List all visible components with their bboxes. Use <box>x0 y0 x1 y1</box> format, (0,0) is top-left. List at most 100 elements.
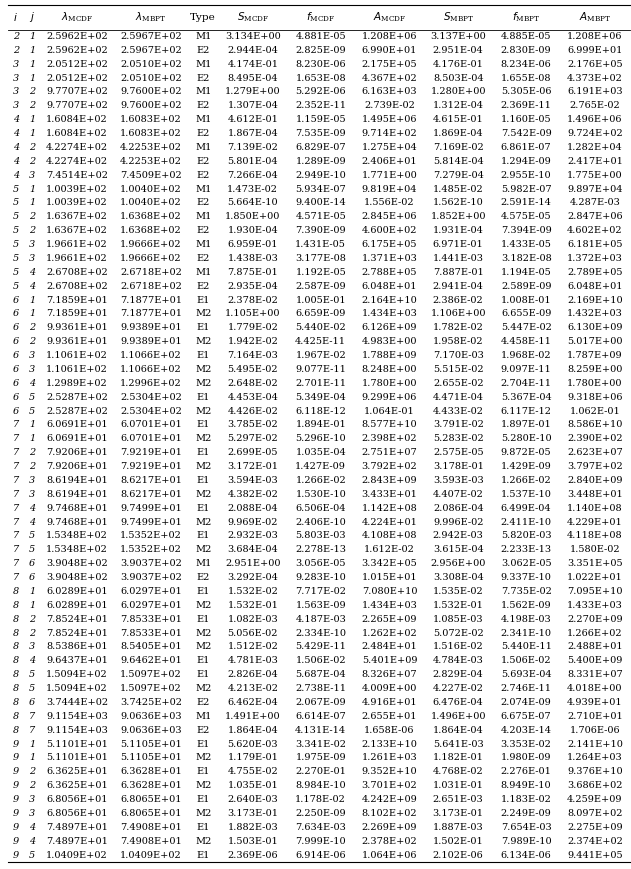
Text: 6.8065E+01: 6.8065E+01 <box>120 795 182 804</box>
Text: 2.5287E+02: 2.5287E+02 <box>46 407 108 415</box>
Text: 2.374E+02: 2.374E+02 <box>567 837 623 846</box>
Text: 8.586E+10: 8.586E+10 <box>567 421 623 429</box>
Text: 2.406E-10: 2.406E-10 <box>295 518 346 527</box>
Text: 2.088E-04: 2.088E-04 <box>227 504 278 513</box>
Text: 4.426E-02: 4.426E-02 <box>227 407 278 415</box>
Text: 1: 1 <box>29 740 35 748</box>
Text: 2.270E+09: 2.270E+09 <box>567 614 623 624</box>
Text: 1.289E-09: 1.289E-09 <box>295 157 346 166</box>
Text: 1.9666E+02: 1.9666E+02 <box>120 254 182 263</box>
Text: 3: 3 <box>29 170 35 180</box>
Text: 4: 4 <box>13 157 19 166</box>
Text: 1.264E+03: 1.264E+03 <box>567 753 623 762</box>
Text: 7.080E+10: 7.080E+10 <box>362 587 417 596</box>
Text: 6.3625E+01: 6.3625E+01 <box>46 767 108 776</box>
Text: 3: 3 <box>29 240 35 249</box>
Text: 1.706E-06: 1.706E-06 <box>570 726 620 734</box>
Text: M1: M1 <box>195 88 211 96</box>
Text: 4.916E+01: 4.916E+01 <box>362 698 417 707</box>
Text: 1.0039E+02: 1.0039E+02 <box>46 198 108 208</box>
Text: 6.8056E+01: 6.8056E+01 <box>47 809 108 818</box>
Text: 4.287E-03: 4.287E-03 <box>570 198 620 208</box>
Text: 2.699E-05: 2.699E-05 <box>228 448 278 457</box>
Text: M1: M1 <box>195 60 211 69</box>
Text: 8.230E-06: 8.230E-06 <box>295 60 346 69</box>
Text: 7.4908E+01: 7.4908E+01 <box>120 837 182 846</box>
Text: M1: M1 <box>195 712 211 721</box>
Text: 1.1061E+02: 1.1061E+02 <box>46 351 108 360</box>
Text: 1.787E+09: 1.787E+09 <box>567 351 623 360</box>
Text: 6.0289E+01: 6.0289E+01 <box>46 600 108 610</box>
Text: 9.097E-11: 9.097E-11 <box>501 365 551 374</box>
Text: 1.5094E+02: 1.5094E+02 <box>46 684 108 693</box>
Text: 2.164E+10: 2.164E+10 <box>362 295 417 305</box>
Text: E2: E2 <box>196 102 210 110</box>
Text: 2: 2 <box>29 781 35 790</box>
Text: 6.462E-04: 6.462E-04 <box>227 698 278 707</box>
Text: $\lambda_{\mathregular{MCDF}}$: $\lambda_{\mathregular{MCDF}}$ <box>61 10 93 24</box>
Text: 2.386E-02: 2.386E-02 <box>433 295 483 305</box>
Text: 8.984E-10: 8.984E-10 <box>295 781 346 790</box>
Text: 6.3628E+01: 6.3628E+01 <box>120 767 182 776</box>
Text: 7.887E-01: 7.887E-01 <box>433 268 483 277</box>
Text: 1.6083E+02: 1.6083E+02 <box>120 129 182 138</box>
Text: 5: 5 <box>13 212 19 222</box>
Text: 6.130E+09: 6.130E+09 <box>567 323 623 332</box>
Text: 4: 4 <box>29 656 35 666</box>
Text: 1.655E-08: 1.655E-08 <box>501 74 551 83</box>
Text: 1.434E+03: 1.434E+03 <box>362 309 417 318</box>
Text: $S_{\mathregular{MBPT}}$: $S_{\mathregular{MBPT}}$ <box>443 10 474 24</box>
Text: 6.959E-01: 6.959E-01 <box>228 240 278 249</box>
Text: E1: E1 <box>196 587 210 596</box>
Text: E1: E1 <box>196 295 210 305</box>
Text: 1.035E-01: 1.035E-01 <box>227 781 278 790</box>
Text: 3.353E-02: 3.353E-02 <box>501 740 551 748</box>
Text: 1.1066E+02: 1.1066E+02 <box>120 351 182 360</box>
Text: 9: 9 <box>13 753 19 762</box>
Text: 9.7707E+02: 9.7707E+02 <box>46 88 108 96</box>
Text: 1.192E-05: 1.192E-05 <box>295 268 346 277</box>
Text: 6: 6 <box>13 323 19 332</box>
Text: 6: 6 <box>13 379 19 388</box>
Text: 3.9048E+02: 3.9048E+02 <box>46 574 108 582</box>
Text: 6.499E-04: 6.499E-04 <box>501 504 551 513</box>
Text: 1.658E-06: 1.658E-06 <box>364 726 415 734</box>
Text: 2.378E-02: 2.378E-02 <box>227 295 278 305</box>
Text: 9.7499E+01: 9.7499E+01 <box>120 504 182 513</box>
Text: 1.266E-02: 1.266E-02 <box>295 476 346 485</box>
Text: E1: E1 <box>196 614 210 624</box>
Text: 6: 6 <box>29 560 35 568</box>
Text: 9.1154E+03: 9.1154E+03 <box>46 726 108 734</box>
Text: 1.6083E+02: 1.6083E+02 <box>120 116 182 124</box>
Text: M2: M2 <box>195 407 211 415</box>
Text: 5.401E+09: 5.401E+09 <box>362 656 417 666</box>
Text: E1: E1 <box>196 351 210 360</box>
Text: 1.563E-09: 1.563E-09 <box>295 600 346 610</box>
Text: 1.473E-02: 1.473E-02 <box>227 184 278 194</box>
Text: E2: E2 <box>196 726 210 734</box>
Text: 6.829E-07: 6.829E-07 <box>295 143 346 152</box>
Text: 7.8524E+01: 7.8524E+01 <box>46 614 108 624</box>
Text: 4.433E-02: 4.433E-02 <box>433 407 484 415</box>
Text: 1.280E+00: 1.280E+00 <box>430 88 486 96</box>
Text: 9: 9 <box>13 837 19 846</box>
Text: 2: 2 <box>29 88 35 96</box>
Text: 7.266E-04: 7.266E-04 <box>227 170 278 180</box>
Text: 2.233E-13: 2.233E-13 <box>500 546 551 554</box>
Text: 2: 2 <box>29 102 35 110</box>
Text: 2.250E-09: 2.250E-09 <box>295 809 346 818</box>
Text: 3.9037E+02: 3.9037E+02 <box>120 560 182 568</box>
Text: 9.400E-14: 9.400E-14 <box>295 198 346 208</box>
Text: M2: M2 <box>195 337 211 346</box>
Text: 1.5352E+02: 1.5352E+02 <box>120 532 182 541</box>
Text: 2.587E-09: 2.587E-09 <box>295 282 346 291</box>
Text: E1: E1 <box>196 504 210 513</box>
Text: 1.432E+03: 1.432E+03 <box>567 309 623 318</box>
Text: 2.276E-01: 2.276E-01 <box>501 767 551 776</box>
Text: 7.1859E+01: 7.1859E+01 <box>46 309 108 318</box>
Text: 6.048E+01: 6.048E+01 <box>567 282 623 291</box>
Text: 4.755E-02: 4.755E-02 <box>227 767 278 776</box>
Text: 2.5967E+02: 2.5967E+02 <box>120 46 182 55</box>
Text: 4.367E+02: 4.367E+02 <box>362 74 417 83</box>
Text: 5.982E-07: 5.982E-07 <box>501 184 551 194</box>
